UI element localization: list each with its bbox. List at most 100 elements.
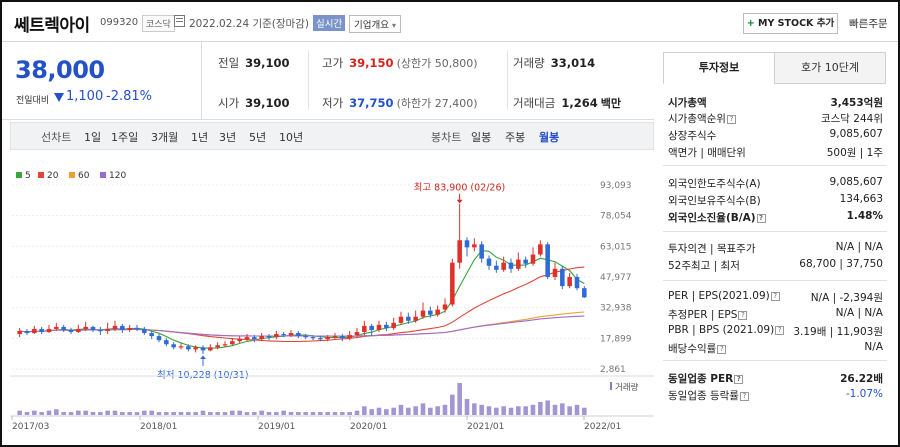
candle-body: [516, 259, 521, 269]
volume-bar: [215, 412, 220, 415]
help-icon[interactable]: ?: [756, 214, 766, 223]
candle-body: [134, 327, 140, 330]
info-row: 투자의견 | 목표주가 N/A | N/A: [668, 241, 883, 257]
candle-weekly[interactable]: 주봉: [505, 131, 526, 144]
volume-bar: [435, 406, 440, 415]
volume-bar: [90, 412, 96, 415]
info-row: 시가총액순위? 코스닥 244위: [668, 111, 883, 127]
period-10y[interactable]: 10년: [279, 131, 304, 144]
info-row: 시가총액 3,453억원: [668, 95, 883, 111]
realtime-button[interactable]: 실시간: [313, 15, 346, 31]
candle-body: [39, 328, 44, 333]
volume-bar: [134, 412, 140, 415]
period-1w[interactable]: 1주일: [111, 131, 139, 144]
volume-bar: [413, 406, 418, 415]
help-icon[interactable]: ?: [739, 392, 749, 401]
volume-bar: [149, 410, 154, 415]
volume-bar: [296, 412, 301, 415]
volume-bar: [98, 412, 103, 415]
volume-bar: [472, 403, 477, 415]
volume-bar: [178, 412, 184, 415]
period-5y[interactable]: 5년: [249, 131, 267, 144]
volume-bar: [46, 410, 52, 415]
candle-body: [567, 276, 572, 287]
candlestick-chart[interactable]: 5 20 60 120 93,093 78,054 63,015 47,977 32,938 17…: [10, 164, 654, 446]
candle-chart-label[interactable]: 봉차트: [431, 131, 462, 144]
candle-body: [494, 265, 499, 270]
stat-high: 고가 39,150 (상한가 50,800): [322, 55, 478, 71]
tab-investment-info[interactable]: 투자정보: [663, 52, 775, 84]
ma120-line: [19, 315, 585, 337]
investment-info-panel: 투자정보 호가 10단계 시가총액 3,453억원 시가총액순위? 코스닥 244위 상…: [663, 52, 887, 445]
candle-body: [215, 345, 220, 348]
candle-body: [54, 326, 59, 329]
tab-orderbook-10[interactable]: 호가 10단계: [774, 52, 886, 84]
help-icon[interactable]: ?: [775, 326, 785, 335]
volume-bar: [266, 412, 272, 415]
period-3m[interactable]: 3개월: [151, 131, 179, 144]
volume-bar: [318, 412, 323, 415]
stat-value: 1,264: [561, 96, 598, 110]
help-icon[interactable]: ?: [770, 292, 780, 301]
x-tick-label: 2019/01: [258, 422, 295, 432]
line-chart-label[interactable]: 선차트: [41, 131, 72, 144]
volume-legend-swatch: [610, 382, 612, 390]
legend-swatch: [38, 172, 44, 178]
info-row: 외국인소진율(B/A)? 1.48%: [668, 210, 883, 226]
candle-body: [457, 240, 462, 263]
volume-bar: [112, 410, 118, 415]
candle-body: [164, 340, 169, 345]
candle-body: [266, 336, 272, 338]
candle-body: [61, 326, 66, 330]
add-my-stock-label: MY STOCK 추가: [758, 18, 835, 29]
high-annotation: 최고 83,900 (02/26): [414, 183, 506, 194]
company-overview-dropdown[interactable]: 기업개요 ▾: [349, 15, 402, 33]
volume-bar: [486, 406, 492, 415]
info-row-label: 상장주식수: [668, 130, 717, 142]
candle-monthly[interactable]: 월봉: [539, 131, 560, 144]
volume-bar: [76, 410, 81, 415]
info-row-label: PER | EPS(2021.09)?: [668, 290, 780, 302]
candle-body: [310, 337, 316, 339]
help-icon[interactable]: ?: [734, 375, 744, 384]
info-row-label: 52주최고 | 최저: [668, 260, 740, 272]
help-icon[interactable]: ?: [738, 311, 748, 320]
info-row-value: 코스닥 244위: [820, 113, 883, 125]
candle-body: [340, 336, 345, 339]
help-icon[interactable]: ?: [726, 115, 736, 124]
company-overview-label: 기업개요: [354, 20, 389, 31]
volume-bar: [354, 410, 360, 415]
stat-value: 37,750: [349, 96, 394, 110]
period-3y[interactable]: 3년: [219, 131, 237, 144]
add-my-stock-button[interactable]: + MY STOCK 추가: [743, 13, 838, 34]
y-tick-label: 93,093: [600, 181, 632, 191]
volume-bar: [332, 412, 338, 415]
info-row-label: 외국인보유주식수(B): [668, 195, 761, 207]
volume-bar: [574, 404, 580, 415]
info-row-label: 액면가 | 매매단위: [668, 147, 746, 159]
stat-volume: 거래량 33,014: [513, 55, 595, 71]
period-1y[interactable]: 1년: [191, 131, 209, 144]
volume-bar: [398, 404, 404, 415]
volume-bar: [54, 409, 59, 415]
candle-body: [178, 346, 184, 348]
info-row-value: -1.07%: [845, 388, 883, 400]
info-row: 외국인한도주식수(A) 9,085,607: [668, 176, 883, 192]
stock-header: 쎄트렉아이 099320 코스닥 2022.02.24 기준(장마감) 실시간 …: [2, 2, 898, 42]
candle-body: [384, 324, 389, 328]
period-1d[interactable]: 1일: [84, 131, 102, 144]
stock-name: 쎄트렉아이: [14, 16, 90, 36]
legend-label: 60: [78, 171, 90, 181]
candle-daily[interactable]: 일봉: [471, 131, 492, 144]
info-row-label: 동일업종 등락률?: [668, 388, 749, 403]
stock-chart[interactable]: 5 20 60 120 93,093 78,054 63,015 47,977 32,938 17…: [10, 164, 654, 446]
info-row-value: 1.48%: [846, 210, 883, 222]
volume-bar: [530, 404, 536, 415]
candle-body: [560, 268, 565, 287]
help-icon[interactable]: ?: [717, 345, 727, 354]
info-row: 배당수익률? N/A: [668, 341, 883, 357]
quick-order-button[interactable]: 빠른주문: [849, 18, 888, 30]
ma5-line: [19, 250, 585, 349]
current-price-box: 38,000 전일대비 1,100 -2.81%: [2, 42, 202, 120]
